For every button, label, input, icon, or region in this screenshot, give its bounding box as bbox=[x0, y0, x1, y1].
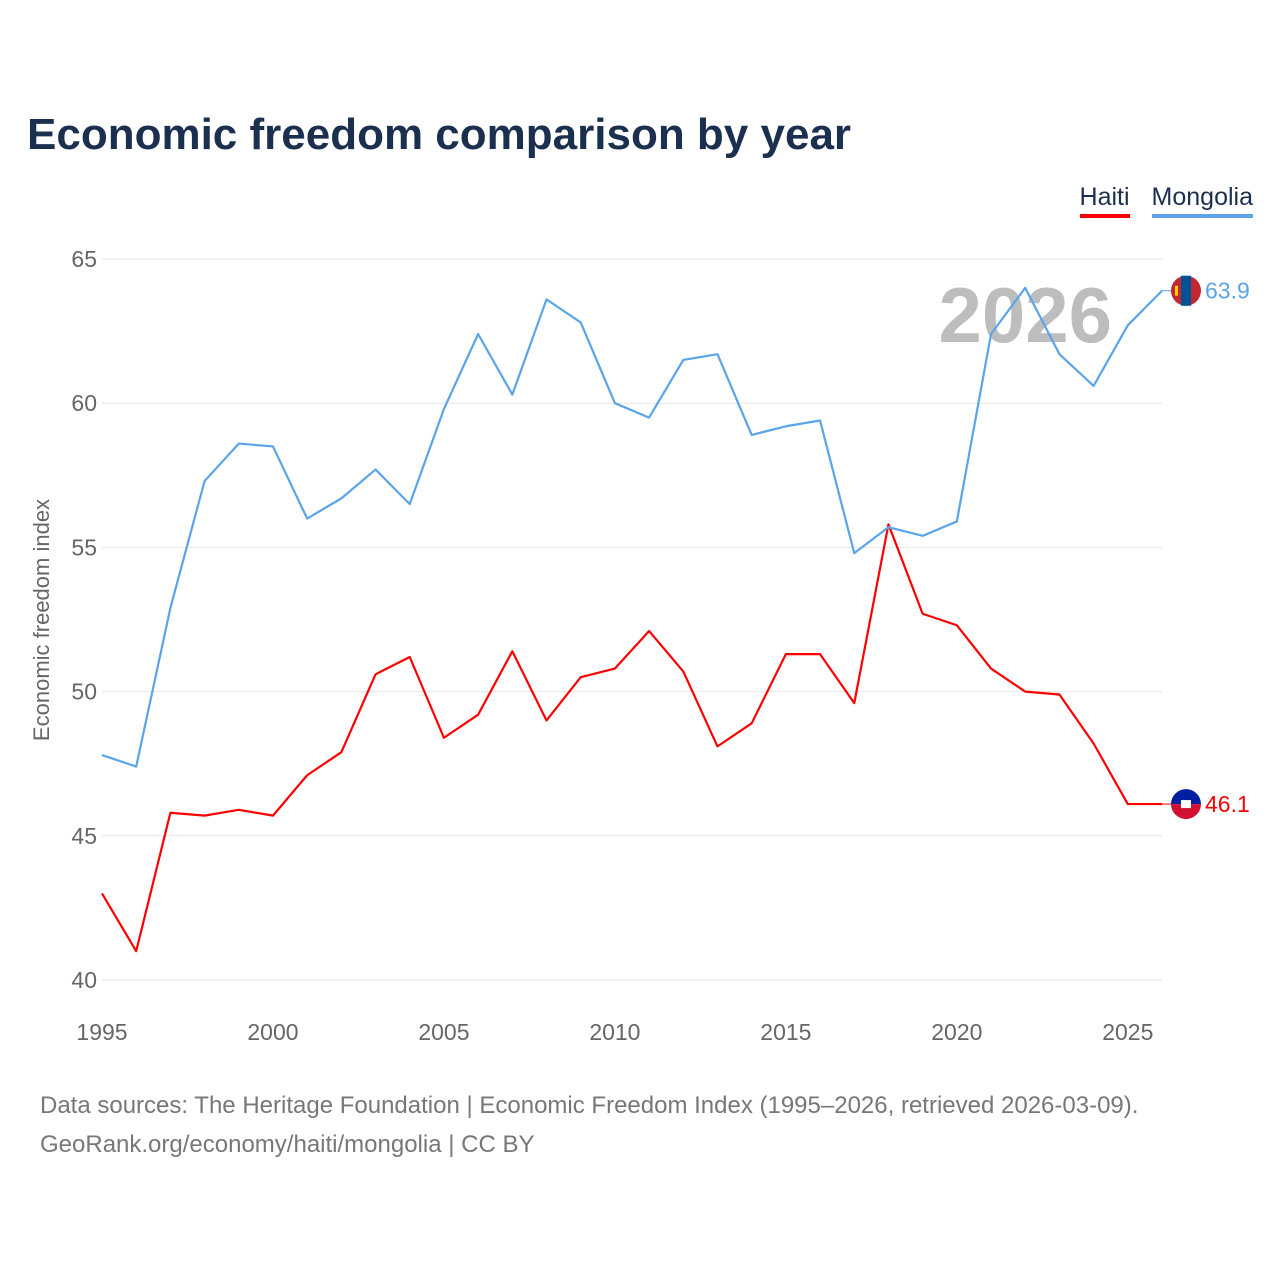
haiti-flag-emblem bbox=[1181, 800, 1191, 809]
y-tick-label: 40 bbox=[71, 967, 97, 993]
chart-title: Economic freedom comparison by year bbox=[27, 110, 852, 159]
x-tick-label: 1995 bbox=[76, 1019, 127, 1045]
footer: Data sources: The Heritage Foundation | … bbox=[40, 1086, 1138, 1164]
mongolia-soyombo bbox=[1175, 285, 1178, 296]
haiti-flag-icon bbox=[1171, 804, 1201, 820]
x-tick-label: 2025 bbox=[1102, 1019, 1153, 1045]
end-value-label-mongolia: 63.9 bbox=[1205, 278, 1250, 304]
series-line-mongolia bbox=[101, 286, 1163, 768]
x-tick-label: 2005 bbox=[418, 1019, 469, 1045]
y-tick-label: 55 bbox=[71, 534, 97, 560]
haiti-flag-icon bbox=[1171, 789, 1201, 805]
mongolia-flag-stripe bbox=[1181, 275, 1191, 306]
x-tick-label: 2015 bbox=[760, 1019, 811, 1045]
x-tick-label: 2000 bbox=[247, 1019, 298, 1045]
data-sources: Data sources: The Heritage Foundation | … bbox=[40, 1092, 1139, 1119]
y-tick-label: 50 bbox=[71, 679, 97, 705]
series-line-haiti bbox=[101, 523, 1162, 953]
legend: Haiti Mongolia bbox=[1079, 183, 1253, 218]
legend-mongolia[interactable]: Mongolia bbox=[1151, 183, 1253, 218]
y-tick-label: 45 bbox=[71, 823, 97, 849]
legend-haiti[interactable]: Haiti bbox=[1079, 183, 1130, 218]
y-tick-label: 65 bbox=[71, 246, 97, 272]
source-link[interactable]: GeoRank.org/economy/haiti/mongolia | CC … bbox=[40, 1131, 535, 1158]
x-tick-label: 2010 bbox=[589, 1019, 640, 1045]
y-tick-label: 60 bbox=[71, 390, 97, 416]
x-tick-label: 2020 bbox=[931, 1019, 982, 1045]
end-value-label-haiti: 46.1 bbox=[1205, 791, 1250, 817]
year-watermark: 2026 bbox=[938, 271, 1112, 359]
